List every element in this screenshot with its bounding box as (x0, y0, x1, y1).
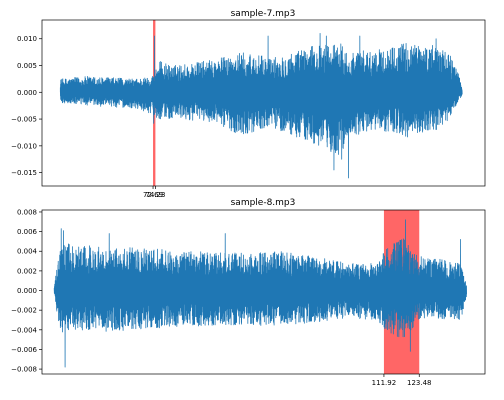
y-tick-label: 0.002 (17, 267, 37, 275)
waveform-line (53, 219, 467, 368)
y-tick-label: 0.006 (17, 228, 38, 236)
y-tick-label: −0.008 (11, 366, 37, 374)
x-axis: 111.92 123.48 (372, 374, 432, 387)
y-axis: −0.008 −0.006 −0.004 −0.002 0.000 0.002 0.004 0… (11, 208, 42, 374)
chart-title: sample-7.mp3 (231, 9, 296, 19)
y-tick-label: −0.015 (11, 169, 37, 177)
waveform-line (59, 32, 463, 179)
y-tick-label: −0.004 (11, 326, 37, 334)
subplot-sample-8: sample-8.mp3 −0.008 −0.006 −0.004 −0.002 0.0… (11, 198, 486, 387)
x-tick-label: 72.69 (143, 191, 163, 199)
y-tick-label: 0.004 (17, 248, 38, 256)
axes-frame (41, 19, 486, 187)
x-tick-label: 111.92 (372, 379, 397, 387)
subplot-sample-7: sample-7.mp3 −0.015 −0.010 −0.005 0.000 0.00… (11, 9, 486, 199)
x-tick-label: 123.48 (407, 379, 432, 387)
y-tick-label: −0.005 (11, 116, 37, 124)
axes-frame (41, 209, 486, 375)
y-tick-label: 0.008 (17, 208, 37, 216)
x-tick-label: 74.23 (145, 191, 165, 199)
y-tick-label: −0.006 (11, 346, 37, 354)
y-tick-label: 0.000 (17, 287, 37, 295)
y-tick-label: 0.005 (17, 62, 37, 70)
chart-title: sample-8.mp3 (231, 198, 296, 208)
y-tick-label: −0.010 (11, 142, 37, 150)
y-tick-label: −0.002 (11, 307, 37, 315)
y-axis: −0.015 −0.010 −0.005 0.000 0.005 0.010 (11, 35, 42, 177)
y-tick-label: 0.000 (17, 89, 37, 97)
y-tick-label: 0.010 (17, 35, 37, 43)
